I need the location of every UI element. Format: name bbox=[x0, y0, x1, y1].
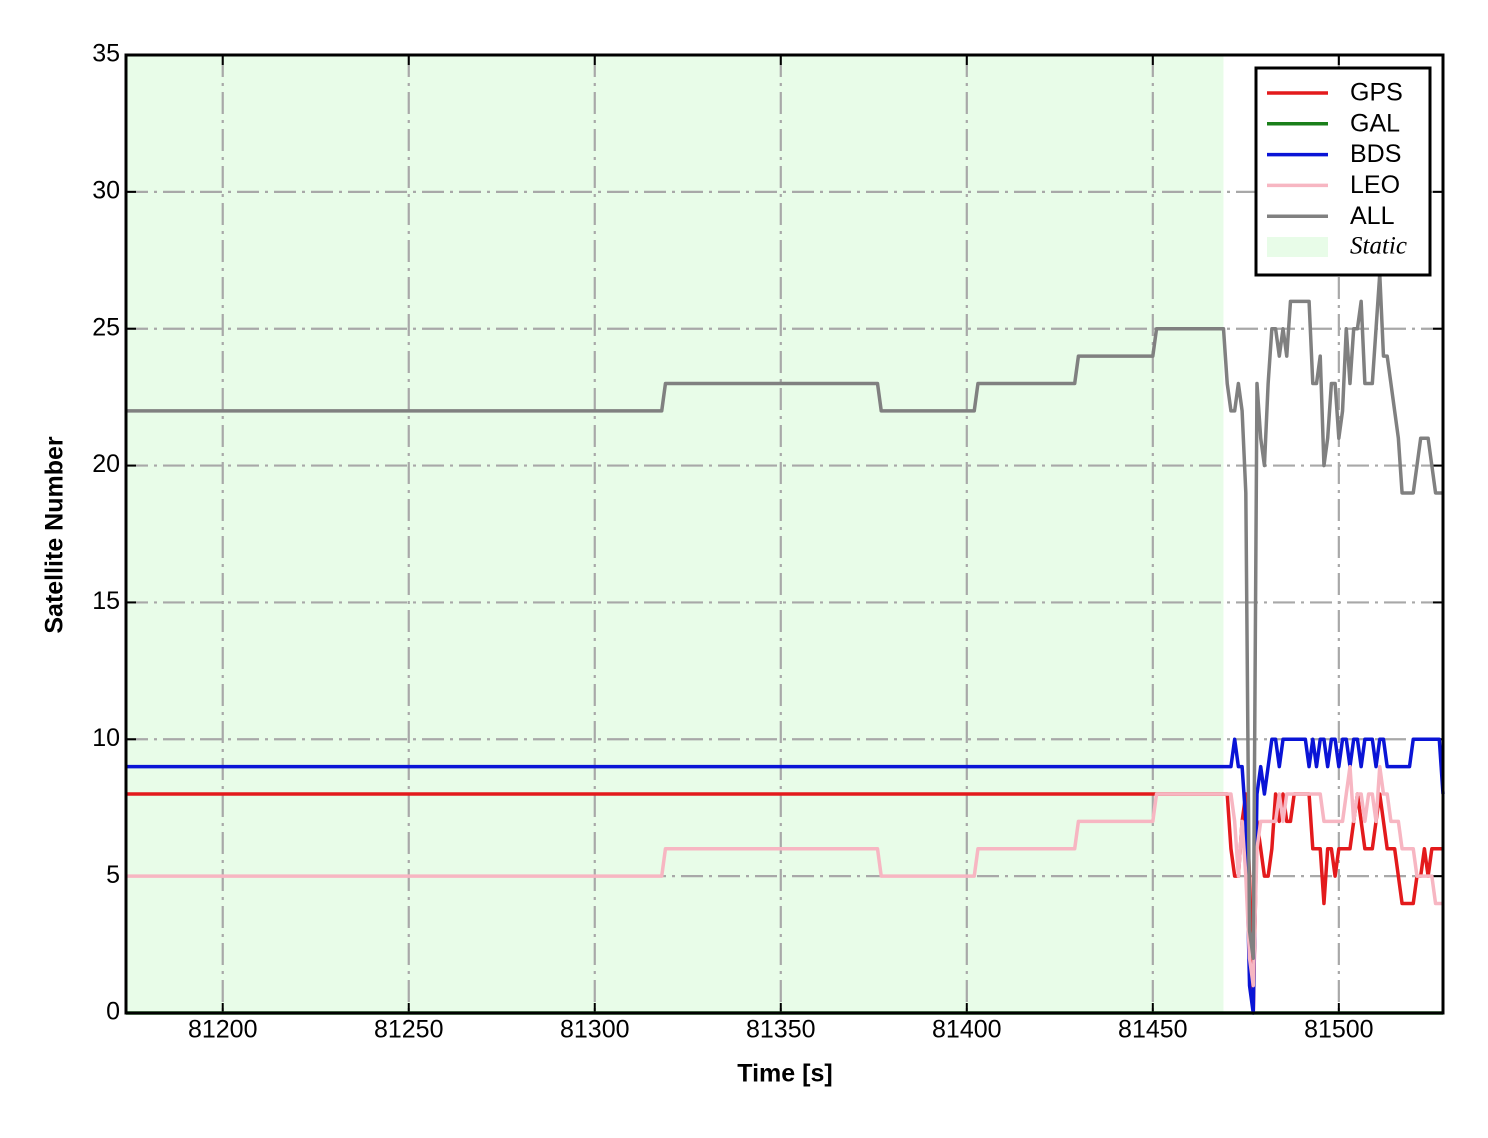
legend-label: BDS bbox=[1350, 140, 1401, 168]
legend-label: ALL bbox=[1350, 202, 1395, 230]
y-tick-label: 10 bbox=[92, 724, 120, 752]
x-tick-label: 81350 bbox=[746, 1016, 816, 1044]
legend-label: Static bbox=[1350, 233, 1407, 260]
legend-swatch bbox=[1267, 237, 1328, 257]
legend-label: GAL bbox=[1350, 109, 1400, 137]
y-tick-label: 35 bbox=[92, 40, 120, 68]
legend-label: LEO bbox=[1350, 171, 1400, 199]
x-tick-label: 81500 bbox=[1304, 1016, 1374, 1044]
plot-frame bbox=[124, 53, 1445, 1015]
static-span bbox=[126, 55, 1224, 1013]
legend-label: GPS bbox=[1350, 79, 1403, 107]
y-tick-label: 20 bbox=[92, 450, 120, 478]
series-line bbox=[126, 737, 1445, 1015]
x-axis-label: Time [s] bbox=[737, 1060, 832, 1088]
x-tick-label: 81200 bbox=[188, 1016, 258, 1044]
x-tick-label: 81250 bbox=[374, 1016, 444, 1044]
y-tick-label: 5 bbox=[106, 861, 120, 889]
series-line bbox=[126, 272, 1443, 961]
y-tick-label: 15 bbox=[92, 587, 120, 615]
x-tick-label: 81450 bbox=[1118, 1016, 1188, 1044]
series-line bbox=[126, 764, 1443, 988]
x-tick-label: 81400 bbox=[932, 1016, 1002, 1044]
x-tick-label: 81300 bbox=[560, 1016, 630, 1044]
y-tick-label: 0 bbox=[106, 998, 120, 1026]
y-tick-label: 25 bbox=[92, 313, 120, 341]
y-tick-label: 30 bbox=[92, 176, 120, 204]
y-axis-label: Satellite Number bbox=[41, 436, 69, 634]
